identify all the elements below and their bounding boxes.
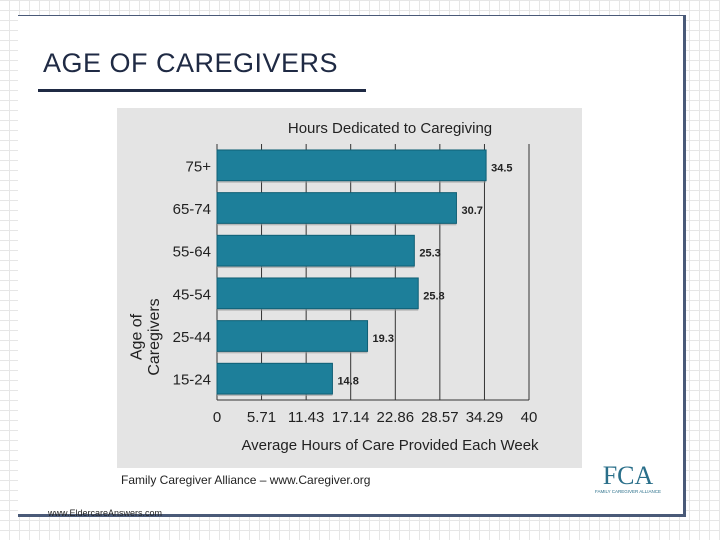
fca-logo-icon: FCA FAMILY CAREGIVER ALLIANCE bbox=[588, 458, 668, 496]
value-label: 19.3 bbox=[373, 333, 394, 345]
bars bbox=[216, 149, 487, 397]
x-tick-label: 28.57 bbox=[421, 409, 459, 426]
bar bbox=[216, 362, 333, 395]
x-tick-label: 40 bbox=[521, 409, 538, 426]
category-label: 15-24 bbox=[173, 372, 211, 389]
bar bbox=[216, 234, 415, 267]
value-label: 25.3 bbox=[419, 248, 440, 260]
y-axis-label-line: Age of bbox=[128, 313, 145, 360]
y-axis-label-line: Caregivers bbox=[146, 298, 163, 375]
y-axis-label: Age ofCaregivers bbox=[128, 298, 163, 375]
category-label: 45-54 bbox=[173, 286, 211, 303]
bar bbox=[216, 192, 457, 224]
logo-text: FCA bbox=[603, 461, 654, 490]
value-label: 14.8 bbox=[337, 376, 358, 388]
category-label: 75+ bbox=[186, 158, 212, 175]
bar-chart: Hours Dedicated to Caregiving 0 5.71 11.43… bbox=[128, 120, 539, 454]
x-tick-label: 17.14 bbox=[332, 409, 370, 426]
x-axis-label: Average Hours of Care Provided Each Week bbox=[241, 437, 539, 454]
bar bbox=[216, 277, 419, 310]
bar bbox=[216, 320, 369, 352]
grid-lines bbox=[216, 144, 530, 401]
chart-title: Hours Dedicated to Caregiving bbox=[288, 120, 492, 137]
labels: 0 5.71 11.43 17.14 22.86 28.57 34.29 40 75+ 34.5 6… bbox=[173, 158, 538, 426]
bar bbox=[216, 149, 487, 182]
x-tick-label: 34.29 bbox=[466, 409, 504, 426]
source-credit: Family Caregiver Alliance – www.Caregive… bbox=[121, 473, 371, 487]
category-label: 65-74 bbox=[173, 201, 211, 218]
x-tick-label: 5.71 bbox=[247, 409, 276, 426]
title-underline bbox=[38, 89, 366, 92]
category-label: 25-44 bbox=[173, 329, 211, 346]
chart-panel: Hours Dedicated to Caregiving 0 5.71 11.43… bbox=[117, 108, 582, 468]
slide-title: AGE OF CAREGIVERS bbox=[43, 48, 339, 78]
value-label: 34.5 bbox=[491, 162, 512, 174]
x-tick-label: 22.86 bbox=[377, 409, 415, 426]
value-label: 30.7 bbox=[461, 205, 482, 217]
logo-subtext: FAMILY CAREGIVER ALLIANCE bbox=[595, 489, 661, 494]
x-tick-label: 11.43 bbox=[288, 409, 324, 426]
x-tick-label: 0 bbox=[213, 409, 221, 426]
category-label: 55-64 bbox=[173, 244, 211, 261]
footer-line bbox=[190, 514, 686, 517]
footer-url: www.EldercareAnswers.com bbox=[48, 508, 163, 518]
value-label: 25.8 bbox=[423, 290, 444, 302]
